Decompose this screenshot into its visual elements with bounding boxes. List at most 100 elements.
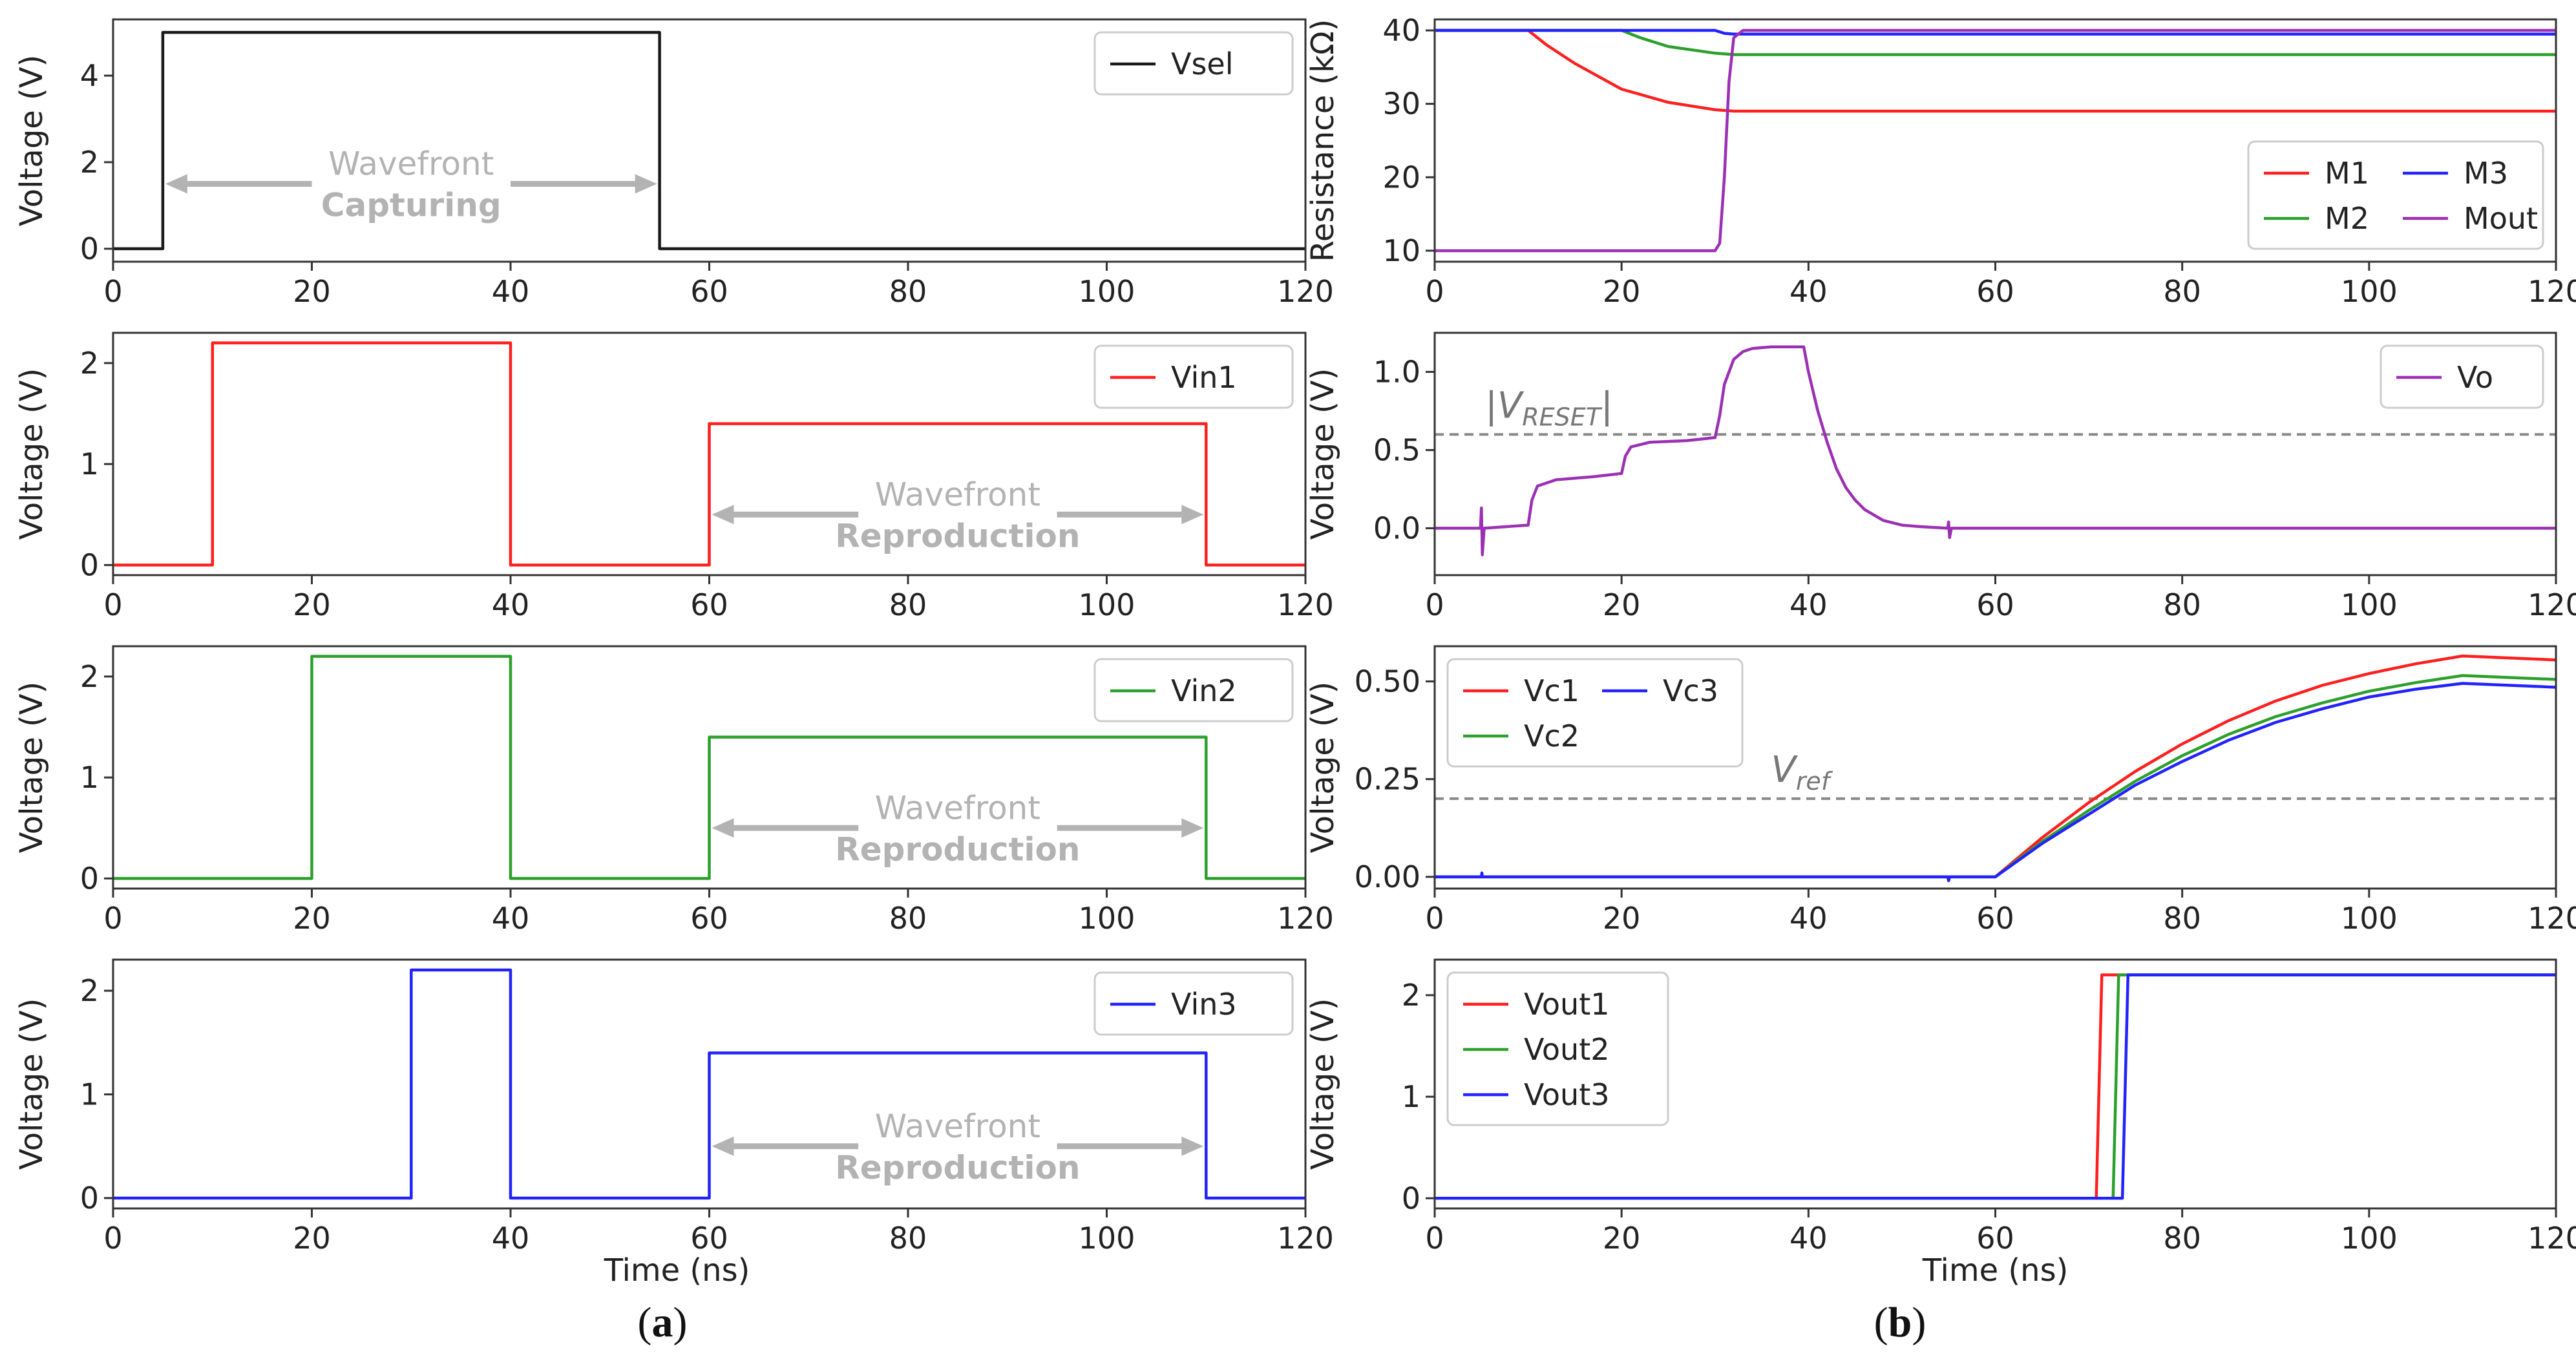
annotation-arrowhead-right (1181, 505, 1204, 525)
legend-label-vc2: Vc2 (1524, 719, 1579, 753)
annotation-arrowhead-right (1181, 1136, 1204, 1156)
x-tick-label: 60 (690, 587, 728, 622)
annotation-arrowhead-right (635, 174, 657, 194)
x-tick-label: 100 (1079, 1221, 1135, 1256)
x-tick-label: 80 (2163, 1221, 2201, 1256)
x-tick-label: 100 (2341, 587, 2398, 622)
x-tick-label: 20 (1603, 901, 1641, 936)
x-tick-label: 120 (1277, 1221, 1334, 1256)
y-tick-label: 1.0 (1373, 354, 1420, 389)
annotation-label-line1: Wavefront (875, 476, 1040, 513)
legend-label-vin1: Vin1 (1171, 360, 1237, 395)
legend-label-vin3: Vin3 (1171, 987, 1237, 1022)
x-tick-label: 60 (1976, 274, 2014, 309)
x-axis-label: Time (ns) (604, 1252, 750, 1289)
x-tick-label: 80 (2163, 901, 2201, 936)
legend-box (2380, 344, 2544, 409)
series-line-vc1 (1435, 654, 2556, 879)
chart-vo: |VRESET| 0 20 40 60 80 100 120 0.0 0.5 1.0 Voltage … (1305, 332, 2576, 622)
x-tick-label: 60 (1976, 587, 2014, 622)
y-tick-label: 2 (80, 145, 99, 180)
x-tick-label: 0 (1425, 1221, 1444, 1256)
annotation-arrowhead-right (1181, 818, 1204, 838)
series-line-vo (1435, 345, 2556, 556)
x-tick-label: 20 (293, 274, 331, 309)
legend-label-vin2: Vin2 (1171, 673, 1237, 708)
series-group (113, 30, 1305, 251)
legend-label-vc3: Vc3 (1663, 673, 1718, 708)
y-tick-label: 10 (1382, 233, 1420, 268)
x-tick-label: 120 (2528, 1221, 2576, 1256)
x-axis-label: Time (ns) (1922, 1252, 2069, 1289)
x-tick-label: 120 (1277, 274, 1334, 309)
y-tick-label: 1 (80, 447, 99, 481)
annotation-label-line1: Wavefront (875, 789, 1040, 827)
panel-label-b: (b) (1874, 1299, 1927, 1346)
x-tick-label: 100 (2341, 274, 2398, 309)
legend-box (1446, 971, 1669, 1126)
legend: M1 M2 M3 Mout (2247, 140, 2544, 250)
x-tick-label: 40 (492, 587, 530, 622)
x-tick-label: 60 (690, 1221, 728, 1256)
reference-line-label: |VRESET| (1485, 385, 1613, 431)
x-tick-label: 100 (1079, 901, 1135, 936)
y-tick-label: 2 (80, 973, 99, 1008)
x-tick-label: 80 (2163, 587, 2201, 622)
reference-line-label: Vref (1771, 749, 1833, 795)
chart-vsel: Wavefront Capturing 0 20 40 60 80 100 120 0 2 4 Volt… (14, 18, 1334, 309)
y-axis-label: Voltage (V) (14, 55, 50, 227)
annotation-arrowhead-left (165, 174, 187, 194)
y-tick-label: 0.25 (1355, 762, 1420, 797)
x-tick-label: 0 (103, 274, 122, 309)
y-tick-label: 2 (80, 346, 99, 381)
x-tick-label: 80 (889, 274, 927, 309)
x-tick-label: 0 (103, 587, 122, 622)
series-line-vc3 (1435, 682, 2556, 883)
series-group (1435, 973, 2556, 1200)
x-tick-label: 0 (1425, 274, 1444, 309)
x-tick-label: 20 (1603, 274, 1641, 309)
y-tick-label: 2 (1402, 978, 1420, 1013)
legend-box (1093, 344, 1294, 409)
x-tick-label: 80 (889, 1221, 927, 1256)
y-tick-label: 0 (80, 547, 99, 582)
y-axis-label: Voltage (V) (14, 368, 50, 540)
y-tick-label: 4 (80, 58, 99, 93)
y-axis-label: Voltage (V) (1305, 998, 1341, 1170)
legend-label-vout2: Vout2 (1524, 1032, 1610, 1067)
x-tick-label: 40 (1789, 901, 1828, 936)
legend-label-mout: Mout (2464, 201, 2538, 236)
legend: Vin1 (1093, 344, 1294, 409)
series-line-vout3 (1435, 973, 2556, 1200)
legend: Vc1 Vc2 Vc3 (1446, 658, 1744, 768)
chart-vc: Vref 0 20 40 60 80 100 120 0.00 0.25 0.50 Voltage (… (1305, 645, 2576, 936)
x-tick-label: 120 (2528, 587, 2576, 622)
y-tick-label: 0.50 (1355, 664, 1420, 699)
y-tick-label: 0 (1402, 1181, 1420, 1216)
x-tick-label: 40 (492, 901, 530, 936)
legend-label-vsel: Vsel (1171, 47, 1234, 81)
y-axis-label: Resistance (kΩ) (1305, 19, 1341, 262)
legend: Vout1 Vout2 Vout3 (1446, 971, 1669, 1126)
x-tick-label: 100 (1079, 587, 1135, 622)
y-tick-label: 30 (1382, 87, 1420, 121)
series-group (113, 655, 1305, 880)
legend-label-vo: Vo (2457, 360, 2493, 395)
y-tick-label: 1 (80, 760, 99, 795)
x-tick-label: 60 (1976, 901, 2014, 936)
legend-box (1093, 31, 1294, 96)
legend-label-vout3: Vout3 (1524, 1077, 1610, 1112)
annotation-arrowhead-left (712, 1136, 734, 1156)
x-tick-label: 40 (492, 274, 530, 309)
x-tick-label: 100 (2341, 901, 2398, 936)
annotation-label-line1: Wavefront (875, 1108, 1040, 1145)
panel-label-a: (a) (638, 1299, 688, 1346)
x-tick-label: 20 (1603, 587, 1641, 622)
annotation-label-line2: Capturing (321, 186, 501, 224)
y-axis-label: Voltage (V) (1305, 368, 1341, 540)
series-group (1435, 28, 2556, 253)
